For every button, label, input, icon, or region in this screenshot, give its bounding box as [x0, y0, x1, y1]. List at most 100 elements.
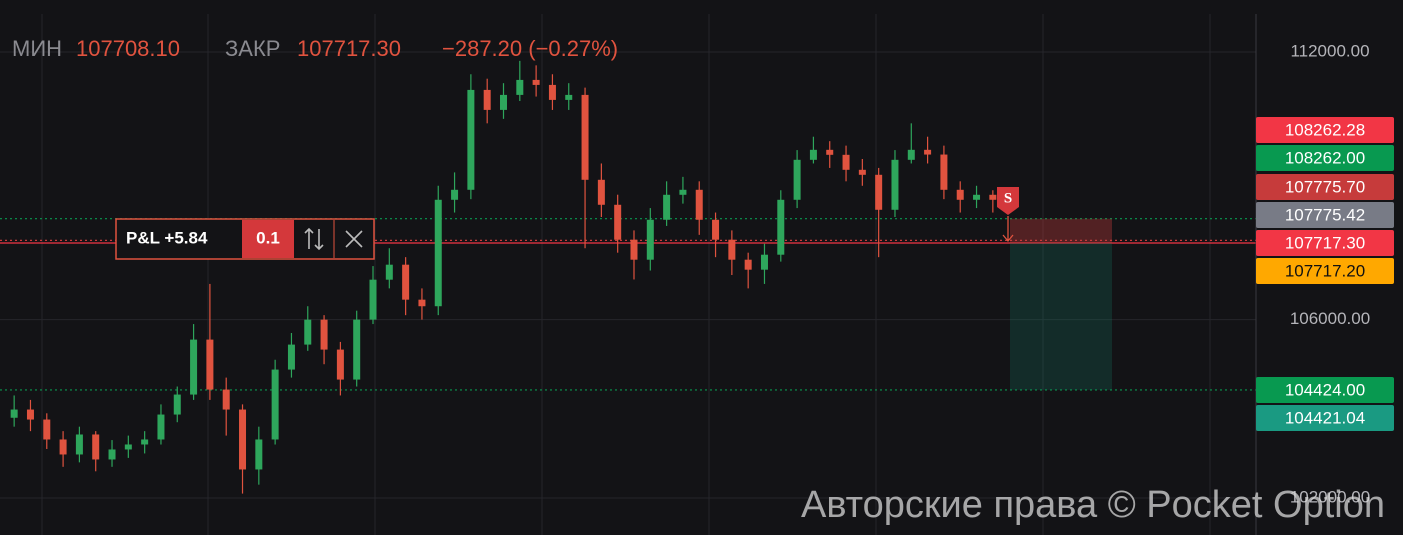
candle-body — [712, 219, 720, 240]
candle-body — [10, 409, 18, 418]
y-tick-label: 102000.00 — [1290, 488, 1370, 507]
y-tick-label: 112000.00 — [1290, 41, 1369, 60]
candle-body — [858, 169, 866, 175]
candle-body — [516, 79, 524, 95]
candle-body — [842, 154, 850, 170]
marker-flag — [997, 187, 1019, 215]
close-value: 107717.30 — [297, 36, 401, 61]
profit-zone — [1010, 243, 1112, 390]
close-label: ЗАКР — [225, 36, 280, 61]
price-badge — [1256, 117, 1394, 143]
close-button[interactable] — [345, 230, 363, 248]
candle-body — [646, 219, 654, 260]
candle-body — [157, 414, 165, 440]
candle-body — [695, 189, 703, 220]
candle-body — [173, 394, 181, 415]
y-tick-label: 106000.00 — [1290, 309, 1370, 328]
volume: 0.1 — [256, 228, 280, 247]
candle-body — [679, 189, 687, 195]
candle-body — [548, 84, 556, 100]
candle-body — [956, 189, 964, 200]
price-badge — [1256, 174, 1394, 200]
candle-body — [875, 174, 883, 210]
candle-body — [989, 194, 997, 200]
candle-body — [500, 94, 507, 110]
candle-body — [190, 339, 198, 395]
candle-body — [760, 254, 768, 270]
candle-body — [451, 189, 459, 200]
price-badge-label: 108262.00 — [1285, 148, 1365, 167]
candle-body — [108, 449, 116, 460]
candle-body — [141, 439, 149, 445]
candle-body — [353, 319, 361, 380]
candle-body — [597, 179, 605, 205]
candle-body — [777, 199, 785, 255]
candle-body — [907, 149, 915, 160]
candle-body — [581, 94, 589, 180]
candle-body — [728, 239, 736, 260]
candle-body — [59, 439, 67, 455]
candle-body — [614, 204, 622, 240]
price-badge — [1256, 230, 1394, 256]
candle-body — [663, 194, 671, 220]
candle-body — [43, 419, 51, 440]
position-widget: P&L +5.84 0.1 — [115, 218, 375, 260]
candle-body — [26, 409, 34, 420]
price-badge-label: 107775.70 — [1285, 177, 1365, 196]
candle-body — [793, 159, 801, 200]
candle-body — [206, 339, 214, 390]
price-badge-label: 107717.20 — [1285, 261, 1365, 280]
reverse-button[interactable] — [304, 227, 324, 251]
sell-marker: S — [997, 187, 1019, 243]
price-badge-label: 108262.28 — [1285, 120, 1365, 139]
price-badge-label: 104424.00 — [1285, 380, 1365, 399]
candle-body — [924, 149, 932, 155]
loss-zone — [1010, 218, 1112, 244]
candle-body — [75, 434, 83, 455]
candle-body — [336, 349, 344, 380]
candle-body — [287, 344, 295, 370]
price-badge — [1256, 202, 1394, 228]
price-badge — [1256, 405, 1394, 431]
candle-body — [92, 434, 100, 460]
candle-body — [483, 89, 491, 110]
price-badge-label: 107775.42 — [1285, 205, 1365, 224]
candle-body — [467, 89, 475, 190]
price-badge-label: 104421.04 — [1285, 408, 1365, 427]
volume-box[interactable] — [242, 220, 294, 258]
candle-body — [222, 389, 230, 410]
candle-body — [304, 319, 312, 345]
change: −287.20 (−0.27%) — [442, 36, 618, 61]
candle-body — [402, 264, 410, 300]
candle-body — [369, 279, 377, 320]
pnl: P&L +5.84 — [126, 228, 208, 247]
low-value: 107708.10 — [76, 36, 180, 61]
candle-body — [565, 94, 573, 100]
candle-body — [239, 409, 247, 470]
candle-body — [973, 194, 981, 200]
candle-body — [271, 369, 279, 440]
candle-body — [744, 259, 752, 270]
candle-body — [255, 439, 263, 470]
candle-body — [940, 154, 948, 190]
price-badge — [1256, 377, 1394, 403]
candle-body — [891, 159, 899, 210]
price-badge — [1256, 258, 1394, 284]
low-label: МИН — [12, 36, 62, 61]
candle-body — [630, 239, 638, 260]
watermark: Авторские права © Pocket Option — [801, 484, 1385, 526]
time-grid — [41, 14, 1211, 535]
price-badge-label: 107717.30 — [1285, 233, 1365, 252]
marker-arrow — [1002, 216, 1014, 243]
candle-body — [418, 299, 426, 307]
candle-body — [385, 264, 393, 280]
candle-body — [809, 149, 817, 160]
candle-body — [434, 199, 442, 307]
candle-body — [124, 444, 132, 450]
marker-text: S — [1004, 190, 1012, 206]
candle-body — [826, 149, 834, 155]
candle-body — [320, 319, 328, 350]
candle-body — [532, 79, 540, 85]
